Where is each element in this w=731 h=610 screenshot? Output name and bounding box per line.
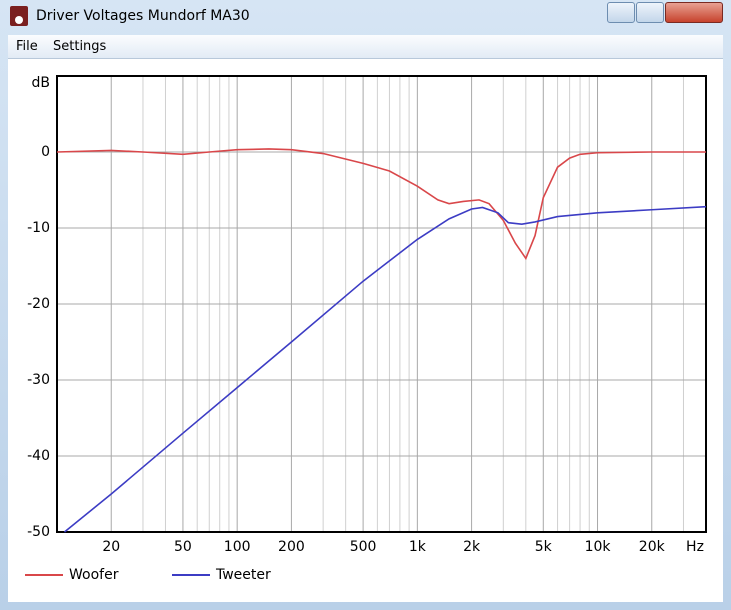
- y-tick-label: -30: [27, 372, 50, 388]
- x-tick-label: 500: [350, 539, 377, 555]
- y-tick-label: 0: [41, 144, 50, 160]
- x-axis-label: Hz: [686, 539, 704, 555]
- x-tick-label: 200: [278, 539, 305, 555]
- x-tick-label: 20: [102, 539, 120, 555]
- plot-frame: [56, 75, 707, 533]
- y-axis-label: dB: [32, 75, 51, 91]
- minimize-button[interactable]: [607, 2, 635, 23]
- x-tick-label: 5k: [535, 539, 553, 555]
- menu-item[interactable]: File: [16, 39, 38, 54]
- legend-label: Tweeter: [215, 567, 271, 583]
- series-line: [56, 148, 706, 261]
- x-tick-label: 20k: [639, 539, 666, 555]
- y-tick-label: -10: [27, 220, 50, 236]
- legend-label: Woofer: [69, 567, 119, 583]
- series-line: [63, 205, 707, 533]
- menu-item[interactable]: Settings: [53, 39, 107, 54]
- x-tick-label: 2k: [463, 539, 481, 555]
- y-tick-label: -50: [27, 524, 50, 540]
- client-area: [8, 59, 723, 602]
- y-tick-label: -40: [27, 448, 50, 464]
- menu-bar: File Settings: [8, 35, 723, 59]
- x-tick-label: 1k: [409, 539, 427, 555]
- title-bar: Driver Voltages Mundorf MA30: [0, 0, 731, 33]
- x-tick-label: 10k: [585, 539, 612, 555]
- window-title: Driver Voltages Mundorf MA30: [36, 8, 250, 24]
- y-tick-label: -20: [27, 296, 50, 312]
- close-button[interactable]: [665, 2, 723, 23]
- maximize-button[interactable]: [636, 2, 664, 23]
- x-tick-label: 50: [174, 539, 192, 555]
- app-icon: [10, 6, 28, 26]
- x-tick-label: 100: [224, 539, 251, 555]
